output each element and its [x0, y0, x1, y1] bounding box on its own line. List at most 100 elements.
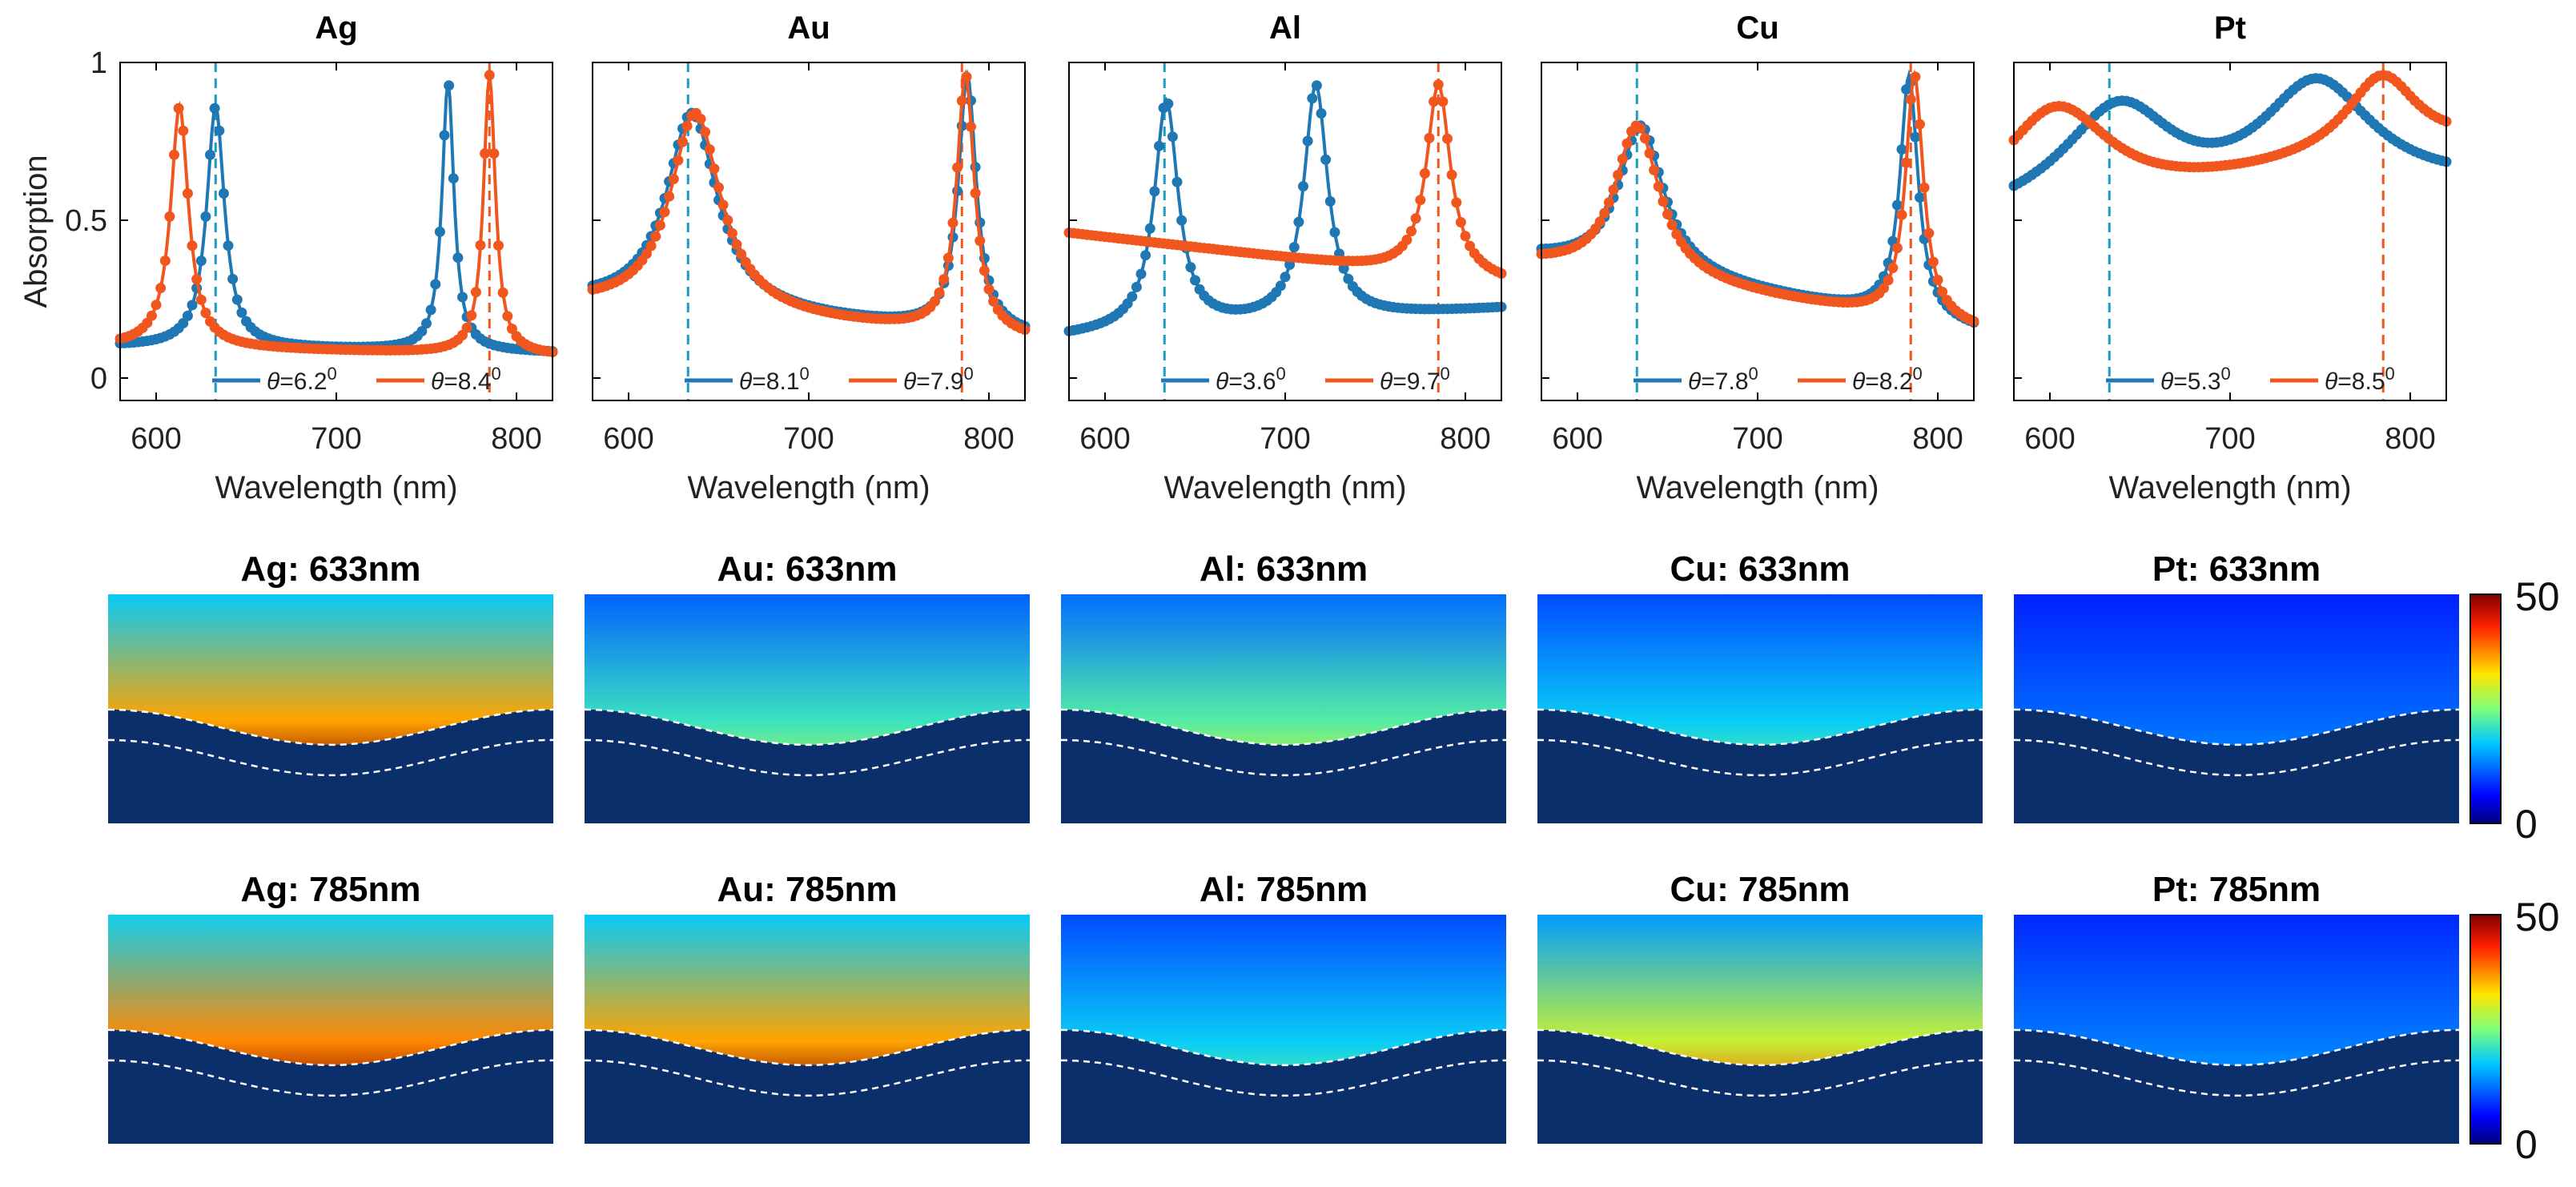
boundary-line [2014, 738, 2459, 777]
data-point [444, 80, 455, 91]
x-axis-label: Wavelength (nm) [687, 470, 930, 505]
spectrum-panel-cu: Cu θ=7.80 θ=8.20 600 700 800 Wavelength (nm) [1536, 10, 1979, 505]
data-point [1311, 80, 1322, 91]
panel-title: Ag [315, 10, 357, 46]
data-point [650, 231, 661, 242]
data-point [484, 70, 495, 81]
data-point [664, 191, 675, 202]
data-point [668, 174, 679, 184]
data-point [439, 130, 450, 141]
data-point [1135, 268, 1147, 280]
data-point [200, 308, 211, 319]
boundary-line [1537, 1059, 1983, 1097]
y-tick-label: 1 [90, 46, 107, 80]
data-point [1927, 256, 1939, 268]
x-tick-label: 700 [2204, 422, 2255, 456]
series-line [592, 68, 1026, 332]
data-point [1887, 263, 1899, 273]
data-point [1599, 207, 1610, 219]
legend-label: θ=8.50 [2325, 364, 2395, 395]
x-tick-label: 600 [2024, 422, 2075, 456]
data-point [979, 265, 990, 276]
boundary-line [108, 708, 553, 746]
panel-title: Al [1269, 10, 1301, 46]
data-point [695, 114, 706, 124]
data-point [214, 125, 225, 136]
data-point [1154, 140, 1164, 151]
series-orange [587, 68, 1031, 336]
data-point [461, 322, 472, 333]
field-map-title: Pt: 633nm [2152, 549, 2321, 589]
metal-substrate [585, 709, 1030, 823]
data-point [1307, 93, 1318, 104]
boundary-line [2014, 1028, 2459, 1067]
data-point [191, 274, 203, 285]
data-point [1901, 157, 1912, 168]
data-point [704, 144, 715, 155]
data-point [1905, 94, 1916, 105]
boundary-line [1537, 1028, 1983, 1067]
data-point [421, 318, 432, 329]
boundary-line [1537, 708, 1983, 746]
data-point [187, 240, 198, 251]
data-point [1644, 147, 1655, 159]
data-point [1320, 154, 1332, 165]
colorbar-max-label: 50 [2515, 895, 2560, 940]
data-point [1883, 275, 1894, 286]
colorbar: 50 0 [2470, 895, 2560, 1167]
series-line [2012, 73, 2447, 169]
x-tick-label: 600 [131, 422, 181, 456]
data-point [506, 324, 517, 334]
data-point [736, 248, 747, 260]
series-blue [2008, 73, 2452, 191]
data-point [209, 103, 220, 114]
data-point [236, 307, 247, 318]
data-point [1442, 133, 1453, 144]
data-point [178, 125, 189, 136]
data-point [947, 217, 958, 228]
boundary-line [2014, 1059, 2459, 1097]
boundary-line [585, 708, 1030, 746]
x-tick-label: 800 [2385, 422, 2435, 456]
field-map-au-633nm: Au: 633nm [585, 549, 1030, 823]
data-point [434, 226, 445, 237]
data-point [1662, 209, 1673, 219]
data-point [1896, 144, 1907, 155]
field-map-cu-785nm: Cu: 785nm [1537, 870, 1983, 1144]
colorbar-gradient [2470, 594, 2502, 824]
data-point [1144, 223, 1155, 234]
boundary-line [108, 1028, 553, 1067]
metal-substrate [1061, 709, 1506, 823]
data-point [1131, 281, 1142, 292]
data-point [200, 211, 211, 222]
data-point [155, 283, 167, 294]
data-point [1424, 132, 1435, 143]
data-point [195, 256, 207, 267]
data-point [1190, 275, 1200, 286]
spectrum-panel-au: Au θ=8.10 θ=7.90 600 700 800 Wavelength (nm) [587, 10, 1031, 505]
legend: θ=6.20 θ=8.40 [212, 364, 501, 395]
metal-substrate [108, 1029, 553, 1144]
data-point [1288, 242, 1300, 253]
data-point [1666, 219, 1678, 231]
series-line [1068, 81, 1502, 276]
x-tick-label: 800 [963, 422, 1014, 456]
colorbar-max-label: 50 [2515, 574, 2560, 619]
data-point [1901, 84, 1912, 95]
data-point [169, 149, 179, 160]
data-point [1594, 216, 1605, 227]
data-point [1658, 196, 1669, 207]
data-point [1329, 227, 1340, 238]
data-point [1910, 131, 1921, 143]
data-point [1919, 182, 1930, 193]
data-point [654, 219, 665, 231]
data-point [1891, 243, 1903, 254]
field-map-title: Al: 785nm [1200, 870, 1368, 909]
x-tick-label: 600 [1079, 422, 1130, 456]
data-point [938, 274, 950, 285]
data-point [205, 149, 215, 160]
x-tick-label: 800 [1912, 422, 1963, 456]
data-point [223, 240, 234, 251]
data-point [1937, 286, 1948, 297]
data-point [1415, 195, 1426, 206]
